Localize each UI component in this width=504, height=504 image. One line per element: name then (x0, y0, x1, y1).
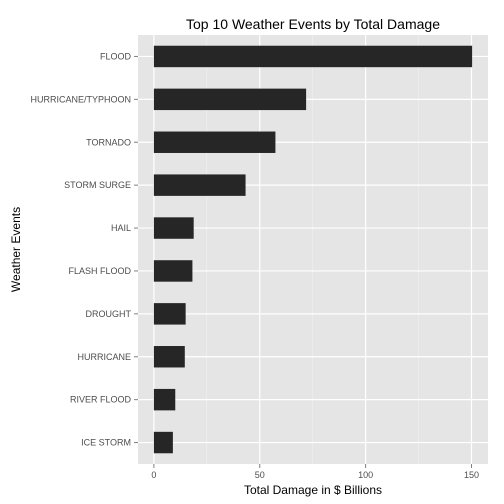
bar-flash-flood (153, 260, 193, 282)
y-tick-label: FLOOD (100, 51, 132, 61)
y-tick-label: TORNADO (86, 137, 131, 147)
y-axis-ticks: FLOOD HURRICANE/TYPHOON TORNADO STORM SURGE… (30, 51, 138, 448)
y-tick-label: FLASH FLOOD (68, 266, 131, 276)
bar-tornado (153, 131, 276, 153)
bars (153, 45, 473, 454)
bar-hail (153, 217, 194, 239)
bar-ice-storm (153, 431, 173, 454)
x-tick-label: 150 (464, 470, 479, 480)
y-tick-label: ICE STORM (81, 438, 131, 448)
bar-hurricane (153, 346, 185, 368)
x-axis-label: Total Damage in $ Billions (244, 483, 382, 497)
y-tick-label: HAIL (111, 223, 131, 233)
x-tick-label: 50 (255, 470, 265, 480)
bar-flood (153, 45, 473, 68)
y-tick-label: DROUGHT (86, 309, 132, 319)
bar-drought (153, 303, 186, 325)
y-tick-label: RIVER FLOOD (70, 395, 132, 405)
x-tick-label: 100 (358, 470, 373, 480)
x-tick-label: 0 (151, 470, 156, 480)
x-axis-ticks: 0 50 100 150 (151, 464, 479, 480)
y-axis-label: Weather Events (9, 207, 23, 292)
y-tick-label: HURRICANE/TYPHOON (30, 94, 131, 104)
y-tick-label: STORM SURGE (64, 180, 131, 190)
bar-river-flood (153, 388, 176, 411)
bar-storm-surge (153, 174, 246, 196)
y-tick-label: HURRICANE (77, 352, 131, 362)
bar-hurricane-typhoon (153, 88, 307, 111)
chart-title: Top 10 Weather Events by Total Damage (186, 16, 440, 32)
